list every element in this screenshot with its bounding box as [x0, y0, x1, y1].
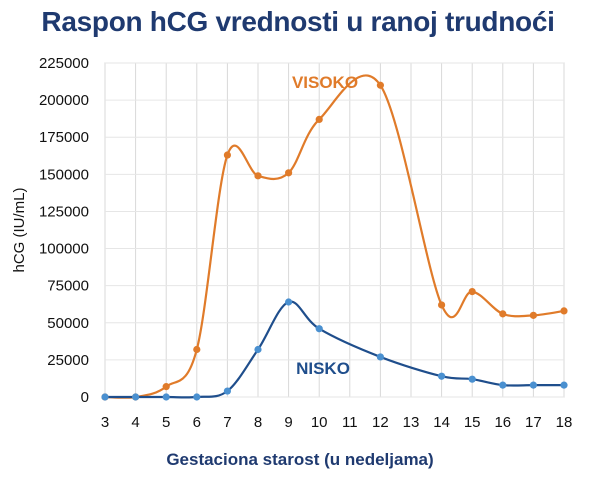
y-tick-label: 0	[81, 389, 89, 406]
data-points	[101, 81, 568, 401]
point-nisko	[560, 381, 568, 389]
point-visoko	[499, 310, 507, 318]
x-tick-label: 10	[311, 414, 328, 431]
point-visoko	[376, 81, 384, 89]
point-visoko	[315, 115, 323, 124]
point-nisko	[499, 381, 507, 389]
plot-area	[104, 62, 565, 398]
x-tick-labels: 3 4 5 6 7 8 9 10 11 12 13 14 15 16 17 18	[101, 414, 573, 431]
x-tick-label: 17	[525, 414, 542, 431]
x-tick-label: 9	[284, 414, 292, 431]
x-tick-label: 6	[193, 414, 201, 431]
trendline-visoko	[104, 74, 565, 399]
point-nisko	[101, 393, 109, 401]
x-tick-label: 5	[162, 414, 170, 431]
x-tick-label: 15	[464, 414, 481, 431]
x-tick-label: 7	[223, 414, 231, 431]
point-nisko	[285, 298, 293, 306]
x-axis-label: Gestaciona starost (u nedeljama)	[166, 450, 434, 469]
chart-title: Raspon hCG vrednosti u ranoj trudnoći	[41, 6, 555, 37]
y-tick-label: 50000	[47, 315, 89, 332]
x-tick-label: 11	[342, 414, 358, 431]
point-visoko	[438, 301, 446, 309]
y-tick-label: 100000	[39, 241, 89, 258]
point-visoko	[468, 288, 476, 296]
x-tick-label: 4	[131, 414, 139, 431]
point-nisko	[376, 353, 384, 361]
point-visoko	[560, 307, 568, 315]
x-tick-label: 13	[403, 414, 420, 431]
y-tick-label: 25000	[47, 352, 89, 369]
x-tick-label: 12	[372, 414, 389, 431]
y-tick-label: 75000	[47, 278, 89, 295]
point-visoko	[223, 151, 231, 159]
y-axis-label: hCG (IU/mL)	[11, 187, 28, 272]
point-nisko	[254, 345, 262, 354]
point-nisko	[438, 372, 446, 380]
x-tick-label: 8	[254, 414, 262, 431]
y-tick-labels: 0 25000 50000 75000 100000 125000 150000 175000…	[39, 55, 89, 406]
y-tick-label: 175000	[39, 129, 89, 146]
x-tick-label: 14	[433, 414, 450, 431]
point-visoko	[529, 311, 538, 319]
trendline-nisko	[105, 300, 564, 399]
y-tick-label: 150000	[39, 166, 89, 183]
trendlines	[104, 74, 565, 399]
point-nisko	[529, 381, 538, 389]
x-tick-label: 16	[494, 414, 511, 431]
y-tick-label: 200000	[39, 92, 89, 109]
gridlines	[104, 62, 565, 398]
point-nisko	[315, 325, 323, 333]
point-nisko	[468, 375, 476, 383]
point-visoko	[162, 383, 170, 391]
point-visoko	[285, 169, 293, 177]
x-tick-label: 18	[556, 414, 573, 431]
y-tick-label: 125000	[39, 203, 89, 220]
point-nisko	[162, 393, 170, 401]
point-nisko	[223, 387, 231, 395]
point-nisko	[132, 393, 140, 401]
series-label-nisko: NISKO	[296, 359, 350, 378]
series-label-visoko: VISOKO	[292, 73, 358, 92]
y-tick-label: 225000	[39, 55, 89, 72]
series-labels: VISOKO NISKO	[292, 73, 358, 378]
point-nisko	[193, 393, 201, 401]
point-visoko	[193, 345, 201, 354]
x-tick-label: 3	[101, 414, 109, 431]
point-visoko	[254, 172, 262, 180]
